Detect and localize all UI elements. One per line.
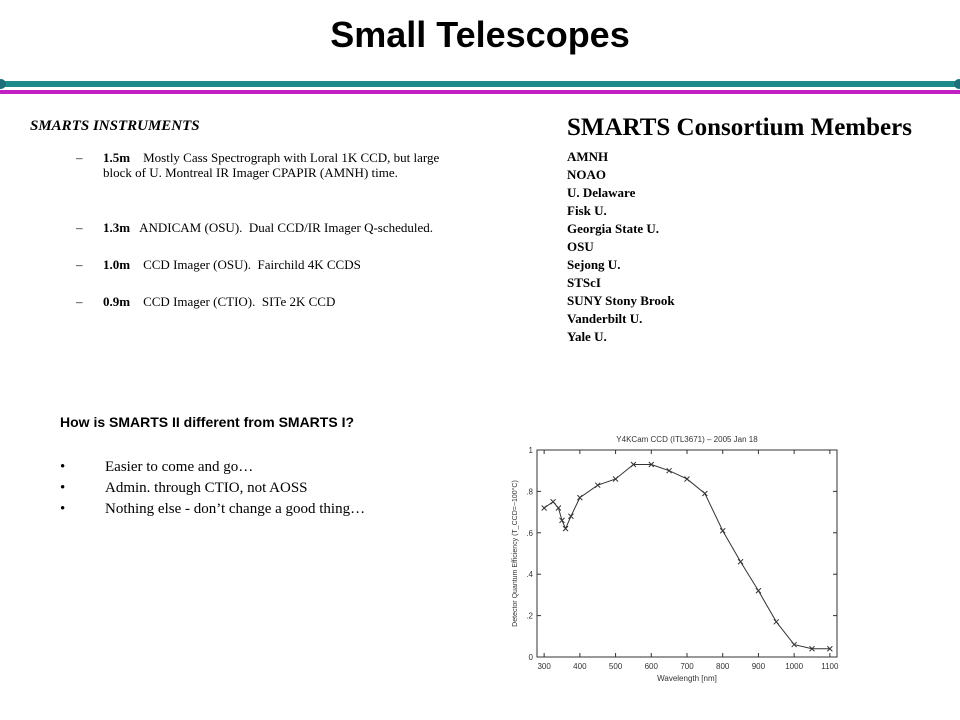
qe-data-point xyxy=(702,490,708,497)
member-item: Vanderbilt U. xyxy=(567,311,643,326)
instrument-description: ANDICAM (OSU). Dual CCD/IR Imager Q-sche… xyxy=(130,220,434,235)
qe-data-point xyxy=(541,505,547,511)
qe-data-point xyxy=(684,476,690,482)
instrument-description: CCD Imager (OSU). Fairchild 4K CCDS xyxy=(130,257,361,272)
qe-data-point xyxy=(594,482,601,489)
rule-endcap-left xyxy=(0,79,6,89)
y-tick-label: .2 xyxy=(526,612,533,621)
instrument-aperture: 0.9m xyxy=(103,294,131,309)
dash-marker: – xyxy=(76,257,83,272)
comparison-bullets: • Easier to come and go… • Admin. through … xyxy=(60,457,365,520)
qe-series-line xyxy=(543,463,830,650)
member-item: NOAO xyxy=(567,167,606,182)
qe-data-point xyxy=(550,498,556,505)
qe-data-point xyxy=(577,494,583,501)
qe-data-point xyxy=(555,505,562,511)
x-tick-label: 500 xyxy=(609,662,623,671)
qe-data-point xyxy=(791,641,797,648)
quantum-efficiency-chart: Y4KCam CCD (ITL3671) – 2005 Jan 18 300 400… xyxy=(511,435,839,683)
instrument-description: CCD Imager (CTIO). SITe 2K CCD xyxy=(130,294,336,309)
members-heading: SMARTS Consortium Members xyxy=(567,114,912,141)
qe-data-point xyxy=(773,618,780,625)
x-tick-label: 900 xyxy=(752,662,766,671)
qe-data-point xyxy=(809,645,815,652)
title-rule-teal xyxy=(0,81,960,87)
y-tick-label: 1 xyxy=(529,446,534,455)
bullet-marker: • xyxy=(60,459,66,475)
bullet-item: • Admin. through CTIO, not AOSS xyxy=(60,478,365,499)
qe-data-point xyxy=(755,587,762,594)
y-tick-label: .4 xyxy=(526,570,533,579)
x-tick-label: 300 xyxy=(537,662,551,671)
slide-title: Small Telescopes xyxy=(330,14,630,55)
member-item: STScI xyxy=(567,275,601,290)
y-axis-label: Detector Quantum Efficiency (T_CCD=−100°… xyxy=(511,480,519,627)
dash-marker: – xyxy=(76,220,83,235)
rule-endcap-right xyxy=(954,79,960,89)
qe-data-point xyxy=(568,513,574,520)
instrument-aperture: 1.0m xyxy=(103,257,131,272)
instrument-item: – 1.0m CCD Imager (OSU). Fairchild 4K CC… xyxy=(76,257,456,275)
qe-data-point xyxy=(612,476,619,482)
plot-frame xyxy=(536,449,838,658)
member-item: AMNH xyxy=(567,149,609,164)
dash-marker: – xyxy=(76,294,83,309)
bullet-text: Nothing else - don’t change a good thing… xyxy=(105,501,366,517)
qe-data-point xyxy=(648,461,655,468)
member-item: Sejong U. xyxy=(567,257,621,272)
instruments-list: – 1.5m Mostly Cass Spectrograph with Lor… xyxy=(76,150,456,312)
member-item: U. Delaware xyxy=(567,185,636,200)
instrument-aperture: 1.3m xyxy=(103,220,131,235)
qe-data-point xyxy=(559,517,565,524)
bullet-marker: • xyxy=(60,480,66,496)
instrument-item: – 0.9m CCD Imager (CTIO). SITe 2K CCD xyxy=(76,294,456,312)
bullet-text: Easier to come and go… xyxy=(105,459,254,475)
x-tick-label: 400 xyxy=(573,662,587,671)
qe-data-point xyxy=(827,645,833,652)
qe-data-point xyxy=(666,467,672,474)
x-tick-label: 700 xyxy=(680,662,694,671)
bullet-item: • Easier to come and go… xyxy=(60,457,365,478)
x-tick-label: 1000 xyxy=(785,662,803,671)
y-tick-label: .6 xyxy=(526,529,533,538)
x-tick-label: 800 xyxy=(716,662,730,671)
qe-data-point xyxy=(562,525,569,532)
bullet-marker: • xyxy=(60,501,66,517)
member-item: OSU xyxy=(567,239,594,254)
comparison-question: How is SMARTS II different from SMARTS I… xyxy=(60,414,355,430)
dash-marker: – xyxy=(76,150,83,165)
x-tick-label: 1100 xyxy=(821,662,839,671)
instruments-heading: SMARTS INSTRUMENTS xyxy=(30,118,200,134)
instrument-item: – 1.3m ANDICAM (OSU). Dual CCD/IR Imager… xyxy=(76,220,456,257)
qe-data-point xyxy=(737,558,744,565)
bullet-text: Admin. through CTIO, not AOSS xyxy=(105,480,308,496)
instrument-item: – 1.5m Mostly Cass Spectrograph with Lor… xyxy=(76,150,456,200)
chart-title: Y4KCam CCD (ITL3671) – 2005 Jan 18 xyxy=(616,435,758,444)
x-axis-label: Wavelength [nm] xyxy=(657,674,717,683)
members-list: AMNH NOAO U. Delaware Fisk U. Georgia St… xyxy=(567,148,675,346)
member-item: SUNY Stony Brook xyxy=(567,293,675,308)
member-item: Fisk U. xyxy=(567,203,607,218)
qe-data-point xyxy=(719,527,726,534)
x-tick-label: 600 xyxy=(645,662,659,671)
member-item: Yale U. xyxy=(567,329,607,344)
bullet-item: • Nothing else - don’t change a good thin… xyxy=(60,499,365,520)
y-tick-label: .8 xyxy=(526,487,533,496)
title-rule-magenta xyxy=(0,90,960,94)
member-item: Georgia State U. xyxy=(567,221,660,236)
instrument-aperture: 1.5m xyxy=(103,150,131,165)
qe-data-point xyxy=(630,461,637,468)
y-tick-label: 0 xyxy=(529,653,534,662)
instrument-description: Mostly Cass Spectrograph with Loral 1K C… xyxy=(103,150,443,180)
